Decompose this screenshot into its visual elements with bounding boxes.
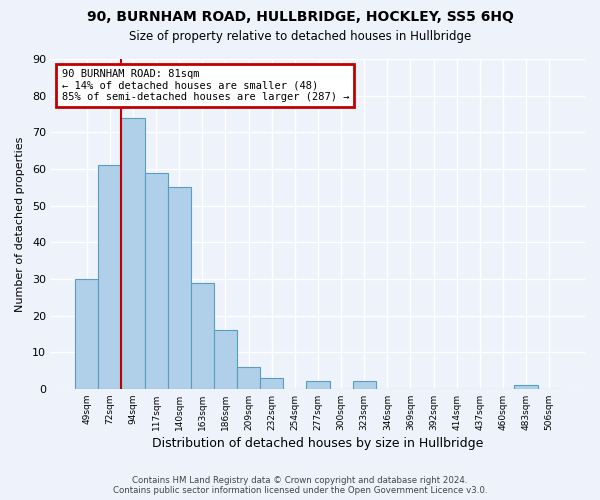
Y-axis label: Number of detached properties: Number of detached properties: [15, 136, 25, 312]
Bar: [260, 378, 283, 389]
Text: 90 BURNHAM ROAD: 81sqm
← 14% of detached houses are smaller (48)
85% of semi-det: 90 BURNHAM ROAD: 81sqm ← 14% of detached…: [62, 69, 349, 102]
Bar: [214, 330, 237, 389]
Bar: [121, 118, 145, 389]
Bar: [75, 279, 98, 389]
Text: Contains HM Land Registry data © Crown copyright and database right 2024.
Contai: Contains HM Land Registry data © Crown c…: [113, 476, 487, 495]
Bar: [98, 166, 121, 389]
Bar: [167, 188, 191, 389]
Text: 90, BURNHAM ROAD, HULLBRIDGE, HOCKLEY, SS5 6HQ: 90, BURNHAM ROAD, HULLBRIDGE, HOCKLEY, S…: [86, 10, 514, 24]
Bar: [191, 282, 214, 389]
Text: Size of property relative to detached houses in Hullbridge: Size of property relative to detached ho…: [129, 30, 471, 43]
Bar: [145, 172, 167, 389]
Bar: [237, 367, 260, 389]
X-axis label: Distribution of detached houses by size in Hullbridge: Distribution of detached houses by size …: [152, 437, 484, 450]
Bar: [307, 382, 329, 389]
Bar: [353, 382, 376, 389]
Bar: [514, 385, 538, 389]
